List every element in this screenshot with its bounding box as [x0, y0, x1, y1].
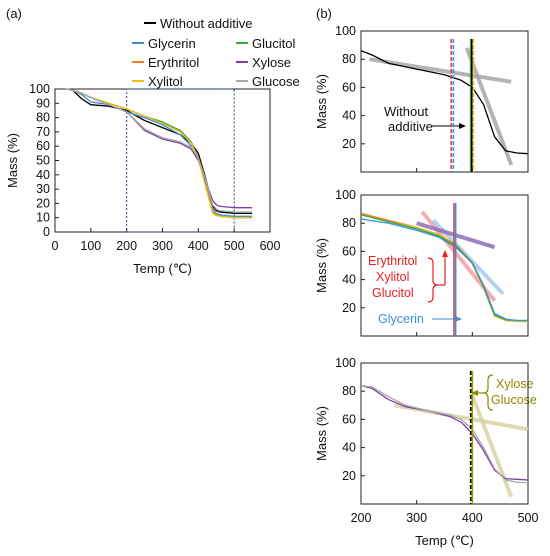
chart-a-series-glucose	[65, 88, 253, 213]
chart-b-top-series-without-additive	[360, 50, 529, 155]
chart-b-middle-ytick-label: 100	[335, 188, 356, 202]
chart-a-ytick-label: 40	[36, 168, 50, 182]
chart-b-top-ytick-label: 80	[342, 52, 356, 66]
chart-b-bottom-tangent-line	[470, 394, 514, 498]
chart-b-bottom-ytick-label: 40	[342, 441, 356, 455]
chart-b-top: 20 40 60 80 100 Mass (%)	[314, 24, 529, 173]
legend-label-glucitol: Glucitol	[252, 36, 295, 51]
legend-label-xylitol: Xylitol	[148, 74, 183, 89]
chart-a-xtick-label: 0	[52, 239, 59, 253]
chart-b-top-tangent-line	[464, 47, 514, 166]
chart-b-top-ytick-label: 20	[342, 137, 356, 151]
chart-b-bottom-ytick-label: 80	[342, 384, 356, 398]
chart-a-zoom-box	[126, 88, 235, 233]
chart-b-middle-plot-frame	[360, 194, 529, 337]
chart-b-bottom-xlabel: Temp (℃)	[415, 533, 474, 548]
chart-a-ytick-label: 30	[36, 182, 50, 196]
annotation-bracket-sugar-alcohols	[427, 257, 439, 303]
legend-label-without-additive: Without additive	[160, 16, 253, 31]
chart-a-xtick-label: 600	[260, 239, 281, 253]
chart-b-bottom-plot-frame	[360, 362, 529, 505]
chart-a-series-glucitol	[65, 88, 253, 219]
panel-label-a: (a)	[6, 6, 22, 21]
chart-a-ytick-label: 20	[36, 196, 50, 210]
chart-a-ytick-label: 0	[43, 225, 50, 239]
chart-b-middle-series-glycerin	[360, 218, 528, 322]
annotation-arrowhead-sugar-alcohols	[442, 250, 448, 257]
chart-a-ytick-label: 50	[36, 154, 50, 168]
chart-a-series-xylitol	[65, 88, 253, 219]
chart-b-top-tangent-line	[369, 57, 512, 84]
legend-label-xylose: Xylose	[252, 55, 291, 70]
chart-b-bottom-xtick-label: 500	[518, 511, 539, 525]
chart-a-xtick-label: 400	[188, 239, 209, 253]
legend-label-erythritol: Erythritol	[148, 55, 199, 70]
annotation-glucitol: Glucitol	[372, 286, 414, 300]
chart-a-ytick-label: 60	[36, 139, 50, 153]
chart-b-middle: 20 40 60 80 100 Mass (%)	[314, 188, 529, 337]
chart-b-middle-ytick-label: 40	[342, 273, 356, 287]
chart-a-ytick-label: 10	[36, 211, 50, 225]
chart-a-series-erythritol	[65, 88, 253, 219]
annotation-arrowhead-glycerin	[455, 316, 462, 322]
chart-a-ylabel: Mass (%)	[5, 133, 20, 188]
chart-a-xtick-label: 500	[224, 239, 245, 253]
annotation-arrowhead-xylose-glucose	[471, 390, 478, 396]
legend-label-glucose: Glucose	[252, 74, 300, 89]
chart-b-bottom-series-glucose	[360, 384, 529, 484]
chart-b-middle-ytick-label: 80	[342, 216, 356, 230]
annotation-glucose: Glucose	[491, 393, 537, 407]
legend: Without additive Glycerin Glucitol Eryth…	[132, 16, 300, 89]
chart-a-xlabel: Temp (℃)	[133, 261, 192, 276]
chart-b-bottom-series-xylose	[360, 384, 529, 481]
chart-a-xtick-label: 100	[80, 239, 101, 253]
chart-a-ytick-label: 70	[36, 125, 50, 139]
chart-b-middle-ytick-label: 60	[342, 244, 356, 258]
annotation-erythritol: Erythritol	[368, 254, 417, 268]
annotation-without-additive-line2: additive	[388, 119, 433, 134]
annotation-glycerin: Glycerin	[378, 312, 424, 326]
chart-b-bottom-xtick-label: 200	[351, 511, 372, 525]
chart-b-bottom-ytick-label: 60	[342, 412, 356, 426]
chart-a-ytick-label: 90	[36, 96, 50, 110]
chart-b-top-ylabel: Mass (%)	[314, 74, 329, 129]
chart-b-middle-ytick-label: 20	[342, 301, 356, 315]
chart-a-xtick-label: 200	[116, 239, 137, 253]
chart-b-bottom: 20 40 60 80 100 200 300 400 500 Mass (%) Temp (℃)	[314, 356, 538, 548]
chart-a-ytick-label: 100	[29, 82, 50, 96]
chart-b-middle-ylabel: Mass (%)	[314, 238, 329, 293]
chart-b-top-ytick-label: 40	[342, 109, 356, 123]
chart-b-top-plot-frame	[360, 30, 529, 173]
chart-b-top-ytick-label: 100	[335, 24, 356, 38]
annotation-arrowhead-without-additive	[459, 123, 466, 129]
chart-a-series-without-additive	[65, 88, 253, 215]
chart-a-plot-frame	[54, 88, 271, 233]
chart-a-series-xylose	[65, 88, 253, 209]
annotation-xylitol: Xylitol	[376, 270, 409, 284]
chart-b-bottom-xtick-label: 400	[462, 511, 483, 525]
annotation-without-additive-line1: Without	[384, 104, 428, 119]
panel-label-b: (b)	[316, 6, 332, 21]
chart-b-bottom-ytick-label: 100	[335, 356, 356, 370]
chart-b-bottom-xtick-label: 300	[406, 511, 427, 525]
chart-a-ytick-label: 80	[36, 111, 50, 125]
chart-b-bottom-ytick-label: 20	[342, 469, 356, 483]
chart-b-bottom-ylabel: Mass (%)	[314, 406, 329, 461]
chart-b-top-ytick-label: 60	[342, 80, 356, 94]
chart-a-series-glycerin	[65, 88, 253, 217]
annotation-xylose: Xylose	[496, 377, 534, 391]
legend-label-glycerin: Glycerin	[148, 36, 196, 51]
chart-a-xtick-label: 300	[152, 239, 173, 253]
